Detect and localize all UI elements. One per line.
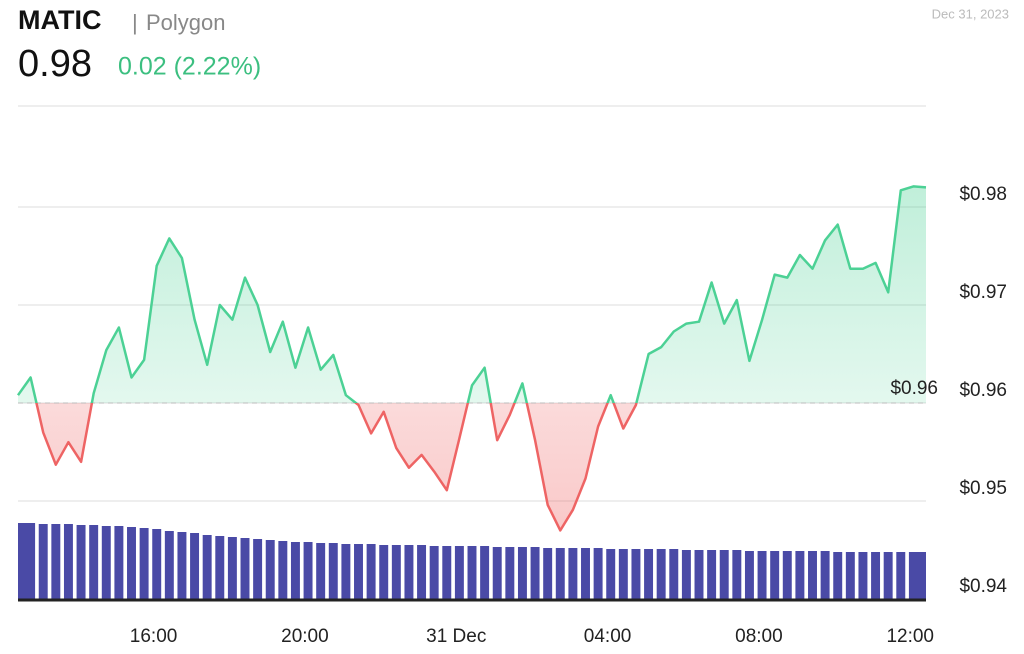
price-change: 0.02 (2.22%) <box>118 53 261 81</box>
volume-bar <box>278 541 288 599</box>
volume-bar <box>606 549 616 599</box>
volume-bar <box>517 547 527 599</box>
volume-bar <box>152 529 162 599</box>
volume-bar <box>845 552 855 599</box>
volume-bar <box>644 549 654 599</box>
volume-bar <box>656 549 666 599</box>
y-tick-label: $0.96 <box>959 380 1007 401</box>
volume-bar <box>51 524 61 599</box>
volume-bar <box>38 524 48 599</box>
volume-bar <box>681 550 691 599</box>
volume-bar <box>858 552 868 599</box>
x-tick-label: 08:00 <box>735 626 783 647</box>
y-tick-label: $0.94 <box>959 576 1007 597</box>
volume-bar <box>18 523 27 599</box>
asset-name: Polygon <box>146 10 226 35</box>
volume-bar <box>341 544 351 599</box>
volume-bar <box>303 542 313 599</box>
volume-bar <box>442 546 452 599</box>
volume-bar <box>253 539 263 599</box>
volume-bar <box>177 532 187 599</box>
baseline-label: $0.96 <box>890 378 938 399</box>
price: 0.98 <box>18 43 92 85</box>
area-up <box>18 186 926 403</box>
price-line-up <box>16 185 927 403</box>
volume-bar <box>719 550 729 599</box>
volume-bar <box>290 542 300 599</box>
volume-bar <box>89 525 99 599</box>
volume-bar <box>833 552 843 599</box>
volume-bar <box>202 535 212 599</box>
volume-bar <box>808 551 817 599</box>
volume-bar <box>480 546 490 599</box>
volume-bar <box>568 548 578 599</box>
volume-bar <box>139 528 149 599</box>
volume-bar <box>454 546 464 599</box>
volume-bar <box>770 551 780 599</box>
volume-bar <box>328 543 338 599</box>
volume-bar <box>581 548 590 599</box>
volume-bar <box>917 552 926 599</box>
volume-bar <box>190 533 200 599</box>
volume-bar <box>240 538 250 599</box>
date: Dec 31, 2023 <box>932 6 1009 21</box>
volume-bar <box>227 537 237 599</box>
volume-bar <box>492 547 502 599</box>
x-tick-label: 31 Dec <box>426 626 486 647</box>
volume-bar <box>530 547 540 599</box>
volume-bar <box>871 552 881 599</box>
x-tick-label: 04:00 <box>584 626 632 647</box>
y-tick-label: $0.95 <box>959 478 1007 499</box>
x-tick-label: 16:00 <box>130 626 178 647</box>
volume-bar <box>555 548 565 599</box>
x-tick-label: 20:00 <box>281 626 329 647</box>
volume-bar <box>164 531 174 599</box>
volume-bar <box>215 536 225 599</box>
volume-bar <box>316 543 326 599</box>
volume-bar <box>896 552 906 599</box>
volume-bar <box>505 547 515 599</box>
volume-bar <box>694 550 704 599</box>
volume-bar <box>908 552 918 599</box>
volume-bar <box>593 548 603 599</box>
volume-bar <box>101 526 111 599</box>
y-tick-label: $0.98 <box>959 184 1007 205</box>
volume-bar <box>63 524 73 599</box>
volume-bar <box>618 549 628 599</box>
volume-bar <box>379 545 389 599</box>
volume-bar <box>757 551 767 599</box>
volume-bar <box>820 551 830 599</box>
volume-bar <box>366 544 376 599</box>
volume-bar <box>543 548 553 599</box>
volume-bar <box>391 545 401 599</box>
symbol: MATIC <box>18 5 101 35</box>
volume-bar <box>265 540 275 599</box>
volume-bar <box>631 549 641 599</box>
volume-bar <box>76 525 86 599</box>
y-tick-label: $0.97 <box>959 282 1007 303</box>
volume-bar <box>417 545 427 599</box>
volume-bar <box>669 549 679 599</box>
volume-bar <box>744 551 754 599</box>
volume-bar <box>732 550 742 599</box>
volume-bar <box>707 550 717 599</box>
volume-bar <box>782 551 792 599</box>
volume-bar <box>429 546 439 599</box>
volume-bar <box>883 552 893 599</box>
volume-bar <box>467 546 477 599</box>
separator: | <box>132 10 138 35</box>
volume-bar <box>354 544 363 599</box>
volume-bar <box>404 545 414 599</box>
volume-bar <box>127 527 136 599</box>
x-tick-label: 12:00 <box>886 626 934 647</box>
volume-bar <box>795 551 805 599</box>
volume-bar <box>114 526 124 599</box>
plot: $0.94 $0.95 $0.96 $0.97 $0.98 16:00 20:00 31 De… <box>16 105 1007 647</box>
volume-bar <box>26 523 36 599</box>
